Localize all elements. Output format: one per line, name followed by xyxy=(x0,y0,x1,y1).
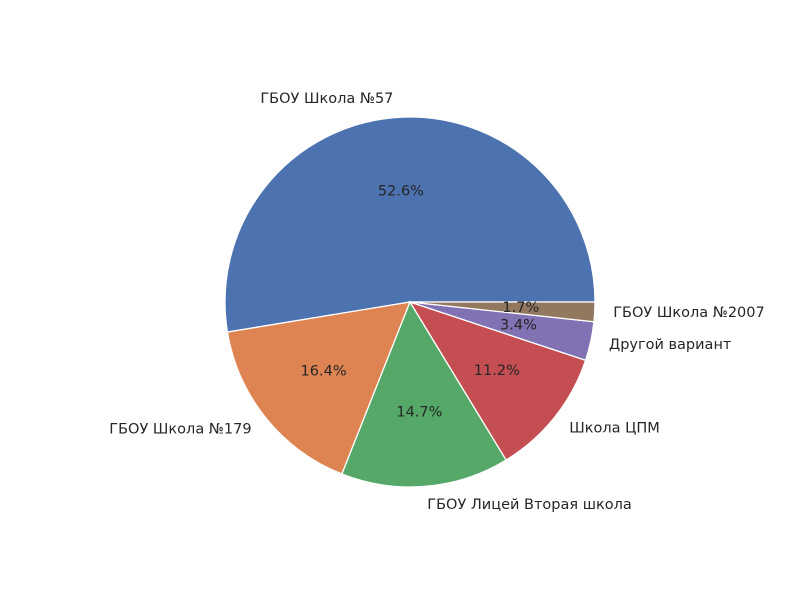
slice-percent-5: 1.7% xyxy=(502,300,539,316)
slice-percent-0: 52.6% xyxy=(378,183,424,199)
slice-label-5: ГБОУ Школа №2007 xyxy=(613,305,765,321)
pie-slice-1 xyxy=(226,301,412,475)
pie-slice-2 xyxy=(341,300,508,488)
slice-percent-4: 3.4% xyxy=(500,318,537,334)
pie-slice-3 xyxy=(408,300,587,461)
slice-label-2: ГБОУ Лицей Вторая школа xyxy=(427,497,632,513)
slice-label-4: Другой вариант xyxy=(609,337,732,353)
pie-labels: ГБОУ Школа №57 52.6% ГБОУ Школа №179 16.4% Г… xyxy=(109,91,764,513)
pie-slice-5 xyxy=(409,301,596,323)
slice-label-1: ГБОУ Школа №179 xyxy=(109,422,251,438)
slice-percent-3: 11.2% xyxy=(474,363,520,379)
pie-slices xyxy=(224,116,596,488)
slice-percent-2: 14.7% xyxy=(396,405,442,421)
slice-label-0: ГБОУ Школа №57 xyxy=(260,91,393,107)
pie-slice-0 xyxy=(224,116,596,333)
slice-label-3: Школа ЦПМ xyxy=(569,421,660,437)
slice-percent-1: 16.4% xyxy=(301,364,347,380)
